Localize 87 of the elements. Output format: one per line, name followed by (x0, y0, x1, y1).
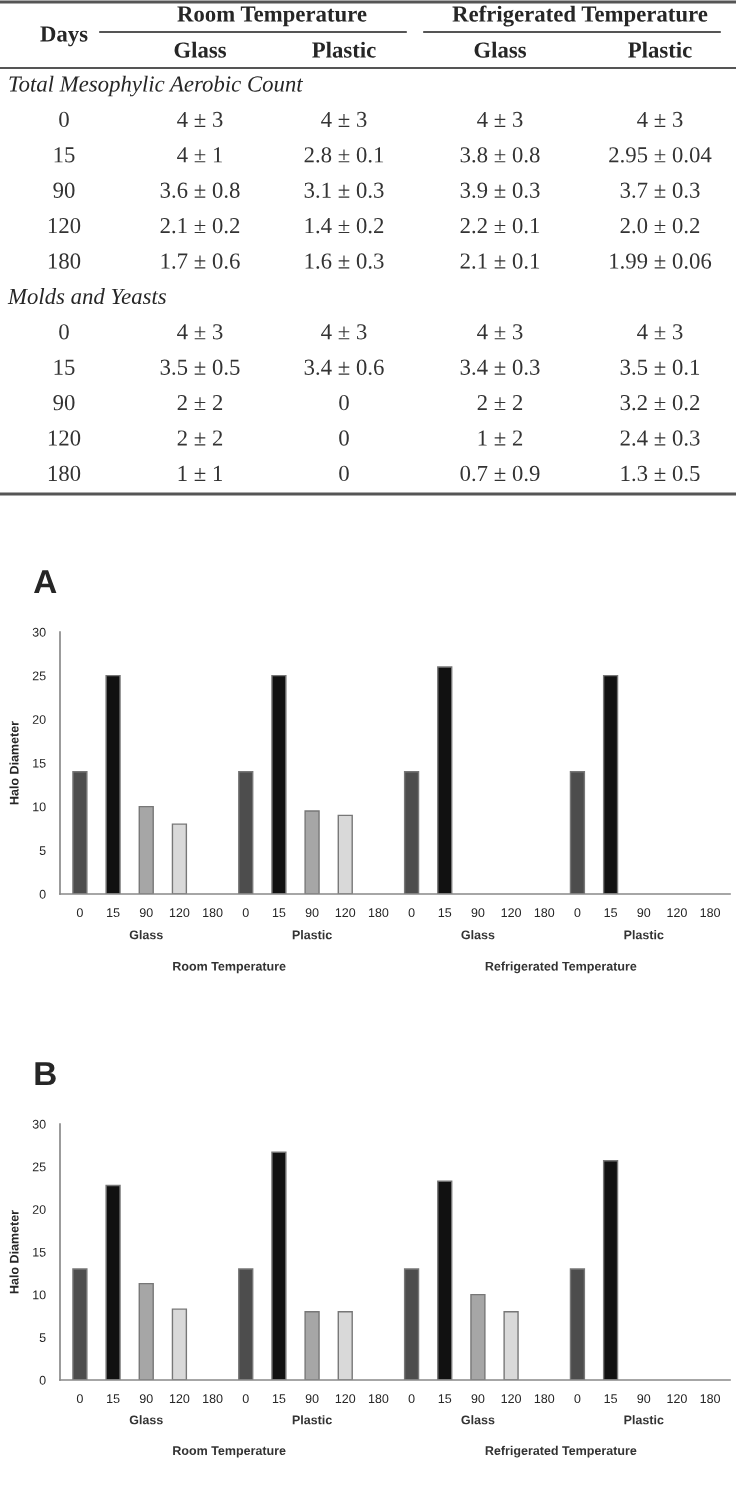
bar (437, 666, 453, 894)
bar (602, 1159, 619, 1380)
bar (569, 771, 586, 894)
text: 90 (53, 182, 75, 198)
text: 2 ± 2 (477, 394, 523, 411)
text: 0 (339, 430, 349, 446)
text: 4 ± 1 (177, 147, 222, 163)
text: 4 ± 3 (321, 324, 367, 340)
text: 2.4 ± 0.3 (620, 430, 700, 446)
text: 4 ± 3 (477, 111, 523, 128)
text: 2 ± 2 (177, 394, 223, 411)
bar (304, 810, 320, 894)
bar (337, 1311, 353, 1380)
text: 180 (48, 465, 81, 482)
text: 1.3 ± 0.5 (621, 465, 700, 482)
text: 2.1 ± 0.1 (460, 253, 540, 269)
bar (138, 1282, 154, 1380)
text: 4 ± 3 (321, 111, 367, 128)
text: 4 ± 3 (637, 324, 683, 340)
text: 2.0 ± 0.2 (620, 217, 700, 234)
text: 1.7 ± 0.6 (161, 253, 240, 269)
text: 1.4 ± 0.2 (305, 217, 384, 234)
text: 1.6 ± 0.3 (305, 253, 384, 269)
bar (337, 814, 353, 894)
text: 4 ± 3 (177, 324, 223, 340)
text: 1 ± 1 (178, 465, 222, 481)
bar (138, 805, 154, 894)
bar (403, 771, 420, 894)
bar (304, 1311, 320, 1380)
text: Glass (474, 41, 527, 58)
text: Refrigerated Temperature (452, 5, 708, 27)
bar (602, 674, 619, 894)
text: 90 (53, 394, 75, 411)
bar (105, 1184, 121, 1380)
bar (470, 1293, 486, 1380)
text: 2.95 ± 0.04 (609, 147, 712, 163)
text: 4 ± 3 (477, 324, 523, 340)
text: 3.4 ± 0.3 (460, 359, 540, 375)
text: Days (40, 26, 88, 47)
text: 3.7 ± 0.3 (620, 182, 700, 198)
bar (503, 1311, 519, 1380)
text: 3.5 ± 0.1 (620, 359, 700, 375)
text: 0 (59, 324, 69, 340)
text: 4 ± 3 (637, 111, 683, 128)
text: 15 (54, 359, 75, 375)
text: 3.8 ± 0.8 (460, 147, 540, 163)
text: 3.6 ± 0.8 (160, 182, 240, 198)
bar (271, 1151, 287, 1380)
bar (569, 1268, 586, 1380)
chart-title: B (35, 1062, 56, 1086)
bar (171, 823, 188, 894)
text: Room Temperature (177, 6, 367, 27)
bar (271, 674, 287, 894)
bar (403, 1268, 420, 1380)
text: 120 (48, 430, 81, 446)
bar (238, 771, 254, 894)
text: 2.8 ± 0.1 (304, 147, 384, 163)
bar (437, 1180, 453, 1380)
text: Plastic (628, 41, 692, 58)
text: Glass (174, 41, 227, 58)
text: 2.2 ± 0.1 (460, 217, 540, 234)
text: 3.4 ± 0.6 (304, 359, 384, 375)
text: Total Mesophylic Aerobic Count (9, 75, 304, 97)
text: 3.1 ± 0.3 (304, 182, 384, 198)
text: 3.2 ± 0.2 (620, 394, 700, 411)
text: Molds and Yeasts (7, 288, 166, 305)
text: 0 (339, 394, 349, 411)
text: 180 (48, 253, 81, 269)
text: 15 (54, 147, 75, 163)
text: 3.5 ± 0.5 (160, 359, 240, 375)
text: 120 (48, 217, 81, 234)
bar (171, 1308, 188, 1380)
chart-title: A (34, 570, 57, 594)
text: 4 ± 3 (177, 111, 223, 128)
text: 0 (339, 465, 349, 482)
bar (72, 1268, 88, 1380)
text: 2 ± 2 (177, 430, 223, 446)
text: 0 (59, 111, 69, 128)
bar (238, 1268, 254, 1380)
text: 3.9 ± 0.3 (460, 182, 540, 198)
bar (105, 674, 121, 894)
text: 2.1 ± 0.2 (160, 217, 240, 234)
text: Plastic (312, 41, 376, 58)
text: 0.7 ± 0.9 (460, 465, 540, 482)
bar (72, 771, 88, 894)
text: 1 ± 2 (478, 430, 523, 446)
text: 1.99 ± 0.06 (610, 253, 712, 269)
